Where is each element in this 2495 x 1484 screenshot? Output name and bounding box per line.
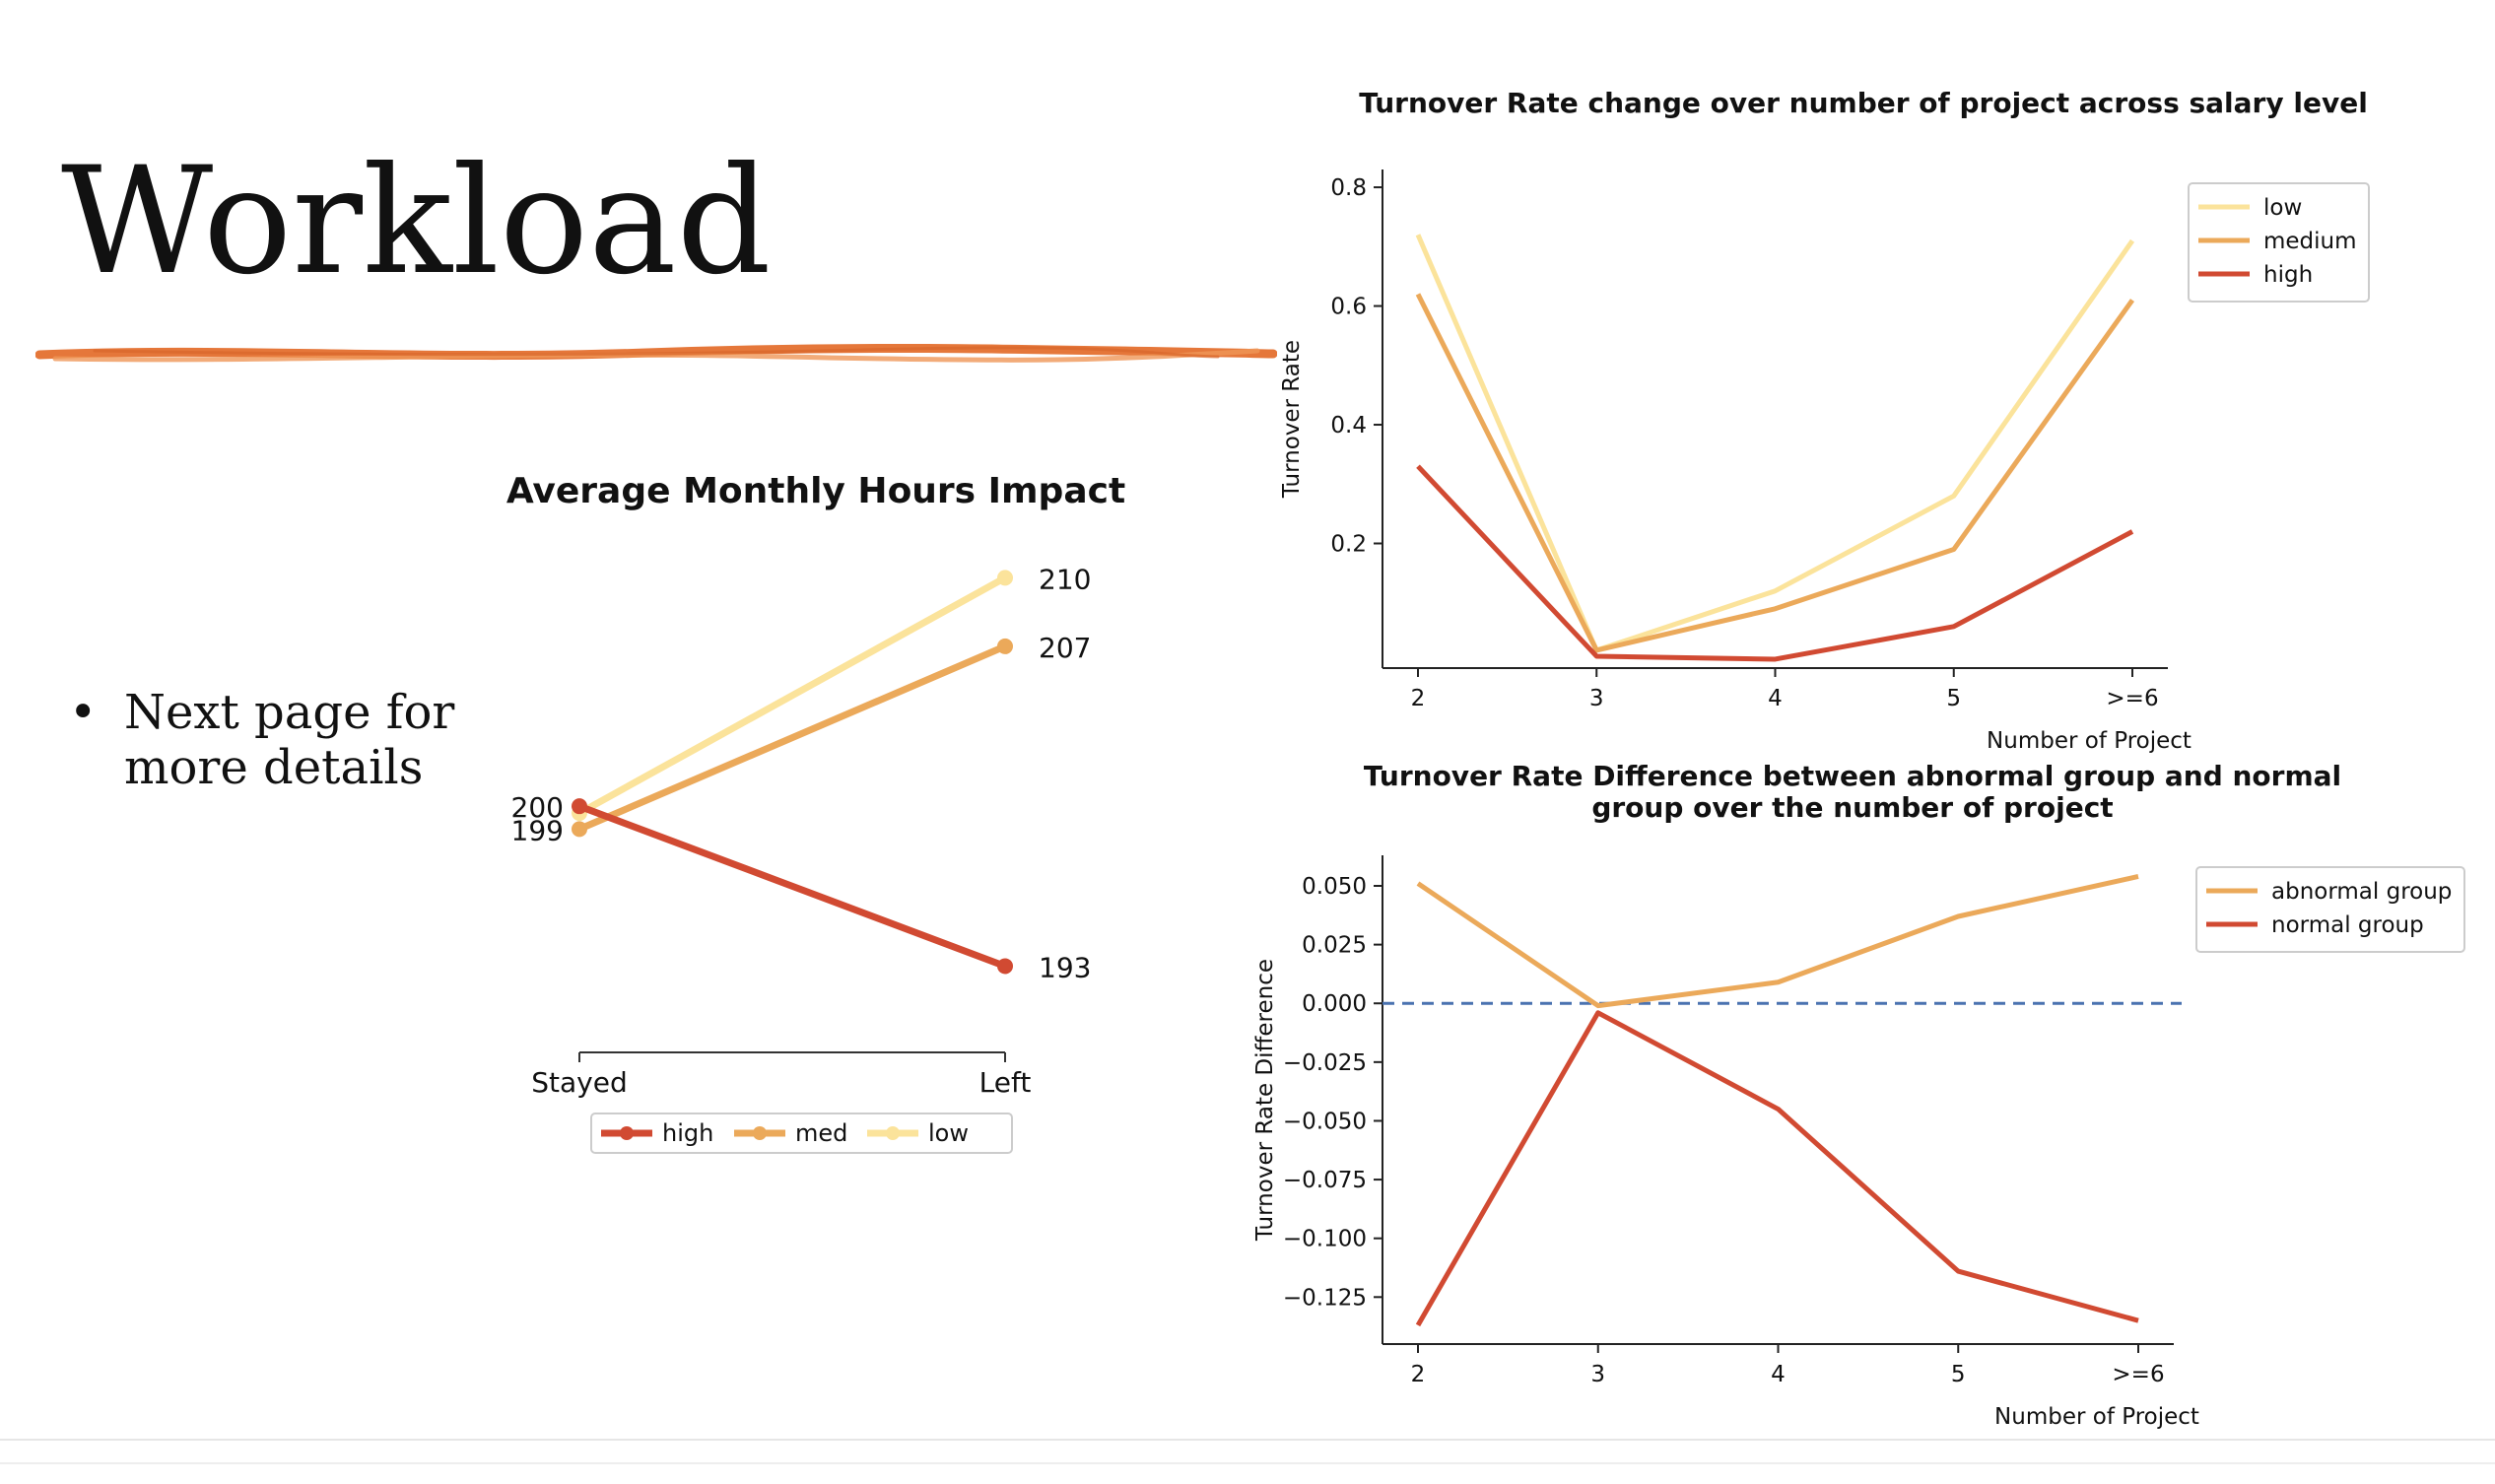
y-tick-label-0-050: 0.050 (1302, 874, 1367, 900)
series-line-low (1415, 234, 2135, 653)
legend-marker-high (620, 1126, 634, 1140)
legend-label-high: high (662, 1119, 713, 1147)
series-line-medium (1415, 293, 2135, 653)
chart-title: Turnover Rate change over number of proj… (1359, 87, 2368, 119)
y-tick-label-0-100: −0.100 (1283, 1227, 1367, 1252)
legend-label-abnormal-group: abnormal group (2271, 879, 2452, 905)
legend-label-high: high (2263, 262, 2313, 288)
x-tick-label-3: 3 (1589, 686, 1604, 711)
brush-stroke-3 (93, 346, 1220, 359)
x-tick-label-6: >=6 (2106, 686, 2158, 711)
data-point-med-stayed (572, 821, 587, 838)
y-tick-label-0-8: 0.8 (1330, 175, 1367, 201)
data-label-high-stayed: 200 (511, 791, 564, 824)
y-tick-label-0-2: 0.2 (1330, 532, 1367, 558)
title-underline-brush (35, 343, 1277, 363)
bullet-text: Next page for more details (124, 685, 455, 795)
x-tick-label-5: 5 (1951, 1362, 1966, 1387)
bullet-list: • Next page for more details (69, 685, 518, 795)
y-tick-label-0-125: −0.125 (1283, 1285, 1367, 1311)
data-point-high-stayed (572, 798, 587, 815)
y-tick-label-0-000: 0.000 (1302, 991, 1367, 1017)
legend-marker-low (886, 1126, 900, 1140)
y-tick-label-0-4: 0.4 (1330, 413, 1367, 438)
legend-label-med: med (795, 1119, 847, 1147)
data-label-med-left: 207 (1039, 632, 1091, 664)
legend-label-normal-group: normal group (2271, 912, 2424, 938)
y-tick-label-0-6: 0.6 (1330, 295, 1367, 320)
series-line-low (575, 573, 1009, 817)
x-tick-label-left: Left (979, 1066, 1032, 1099)
y-tick-label-0-025: 0.025 (1302, 933, 1367, 959)
data-point-high-left (997, 958, 1013, 975)
x-tick-label-2: 2 (1411, 686, 1426, 711)
x-tick-label-4: 4 (1771, 1362, 1786, 1387)
legend-marker-med (753, 1126, 767, 1140)
y-tick-label-0-075: −0.075 (1283, 1168, 1367, 1193)
data-label-med-stayed: 199 (511, 814, 564, 846)
legend-label-medium: medium (2263, 229, 2357, 254)
legend-box (2195, 866, 2465, 953)
bullet-marker: • (69, 685, 98, 740)
data-label-high-left: 193 (1039, 951, 1091, 983)
legend-box (590, 1113, 1013, 1154)
data-point-low-left (997, 570, 1013, 586)
data-point-med-left (997, 638, 1013, 654)
x-tick-label-6: >=6 (2112, 1362, 2164, 1387)
y-axis-label: Turnover Rate Difference (1252, 959, 1278, 1242)
x-tick-label-2: 2 (1411, 1362, 1426, 1387)
chart-title-line-2: group over the number of project (1591, 791, 2113, 824)
legend-label-low: low (928, 1119, 969, 1147)
series-line-high (575, 802, 1009, 970)
chart-title: Average Monthly Hours Impact (506, 471, 1125, 511)
bottom-divider-2 (0, 1462, 2495, 1464)
x-tick-label-5: 5 (1946, 686, 1961, 711)
y-tick-label-0-050: −0.050 (1283, 1109, 1367, 1134)
x-tick-label-3: 3 (1590, 1362, 1605, 1387)
y-axis-label: Turnover Rate (1279, 340, 1305, 499)
x-tick-label-stayed: Stayed (531, 1066, 627, 1099)
data-label-low-left: 210 (1039, 563, 1091, 595)
series-line-high (1416, 464, 2134, 662)
chart-title-line-1: Turnover Rate Difference between abnorma… (1364, 760, 2341, 792)
bottom-divider (0, 1439, 2495, 1441)
series-line-abnormal-group (1416, 874, 2139, 1009)
bullet-item: • Next page for more details (69, 685, 518, 795)
x-axis-label: Number of Project (1987, 728, 2192, 754)
series-line-med (575, 642, 1009, 833)
legend-label-low: low (2263, 195, 2302, 221)
brush-stroke-2 (52, 348, 1260, 363)
x-tick-label-4: 4 (1768, 686, 1783, 711)
series-line-normal-group (1415, 1010, 2139, 1327)
x-axis-label: Number of Project (1994, 1404, 2199, 1430)
y-tick-label-0-025: −0.025 (1283, 1050, 1367, 1076)
slide-title: Workload (61, 136, 772, 307)
